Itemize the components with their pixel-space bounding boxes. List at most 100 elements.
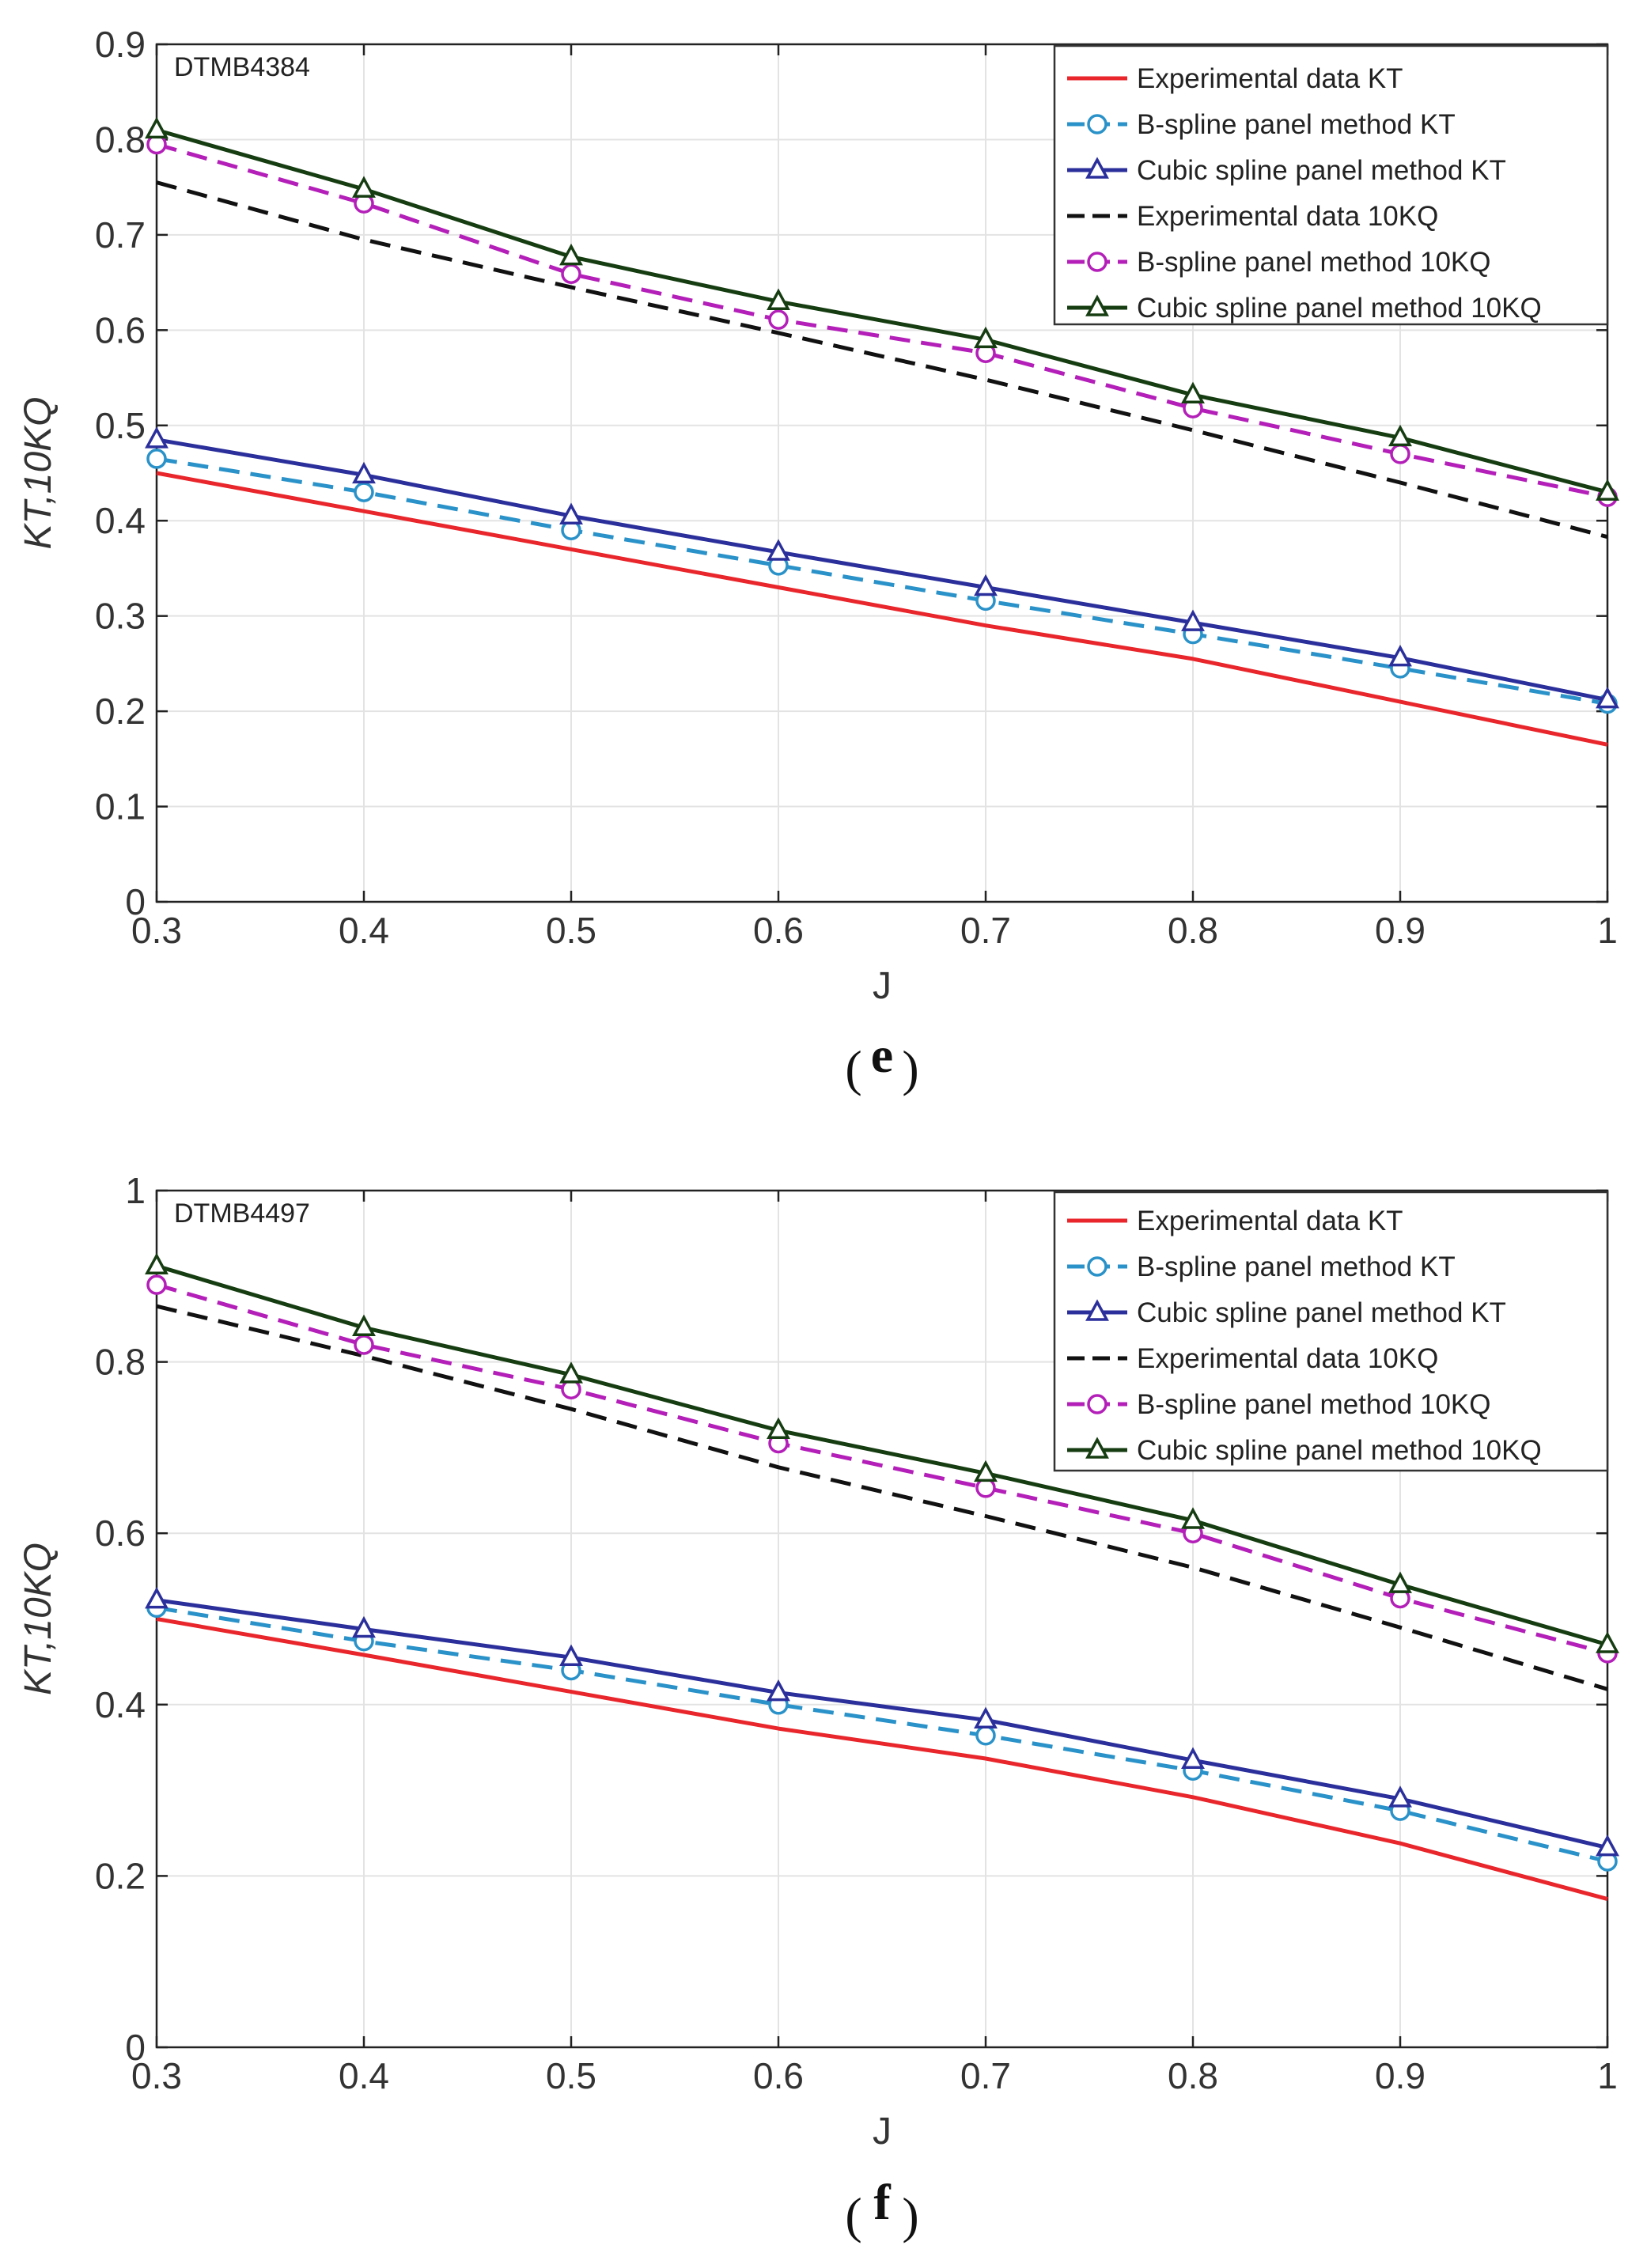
- legend-label: Experimental data 10KQ: [1137, 1343, 1438, 1374]
- legend-label: Cubic spline panel method KT: [1137, 155, 1506, 186]
- series-3: [145, 426, 1619, 709]
- x-tick-label: 0.7: [960, 910, 1011, 951]
- chart-dtmb4497: 0.3 0.4 0.5 0.6 0.7 0.8 0.9 1 0 0.2 0.4 0.6 0.8 1 J KT,…: [17, 1170, 1619, 2243]
- triangle-marker: [352, 461, 376, 484]
- panel-label: f: [873, 2174, 891, 2230]
- caption-close-paren: ): [902, 1040, 918, 1096]
- circle-marker: [146, 1274, 167, 1295]
- x-tick-label: 0.9: [1375, 2055, 1426, 2096]
- triangle-marker: [767, 288, 790, 310]
- triangle-marker: [352, 1615, 376, 1638]
- legend-box: [1053, 44, 1609, 326]
- triangle-marker: [767, 1417, 790, 1439]
- series-line: [156, 1304, 1608, 1691]
- y-tick-label: 0.2: [95, 1855, 146, 1896]
- triangle-marker: [559, 1361, 583, 1384]
- caption-close-paren: ): [902, 2187, 918, 2243]
- triangle-marker: [1085, 157, 1109, 179]
- series-line: [156, 1598, 1608, 1850]
- x-axis-label: J: [873, 2111, 892, 2153]
- triangle-marker: [1085, 1437, 1109, 1459]
- triangle-marker: [1181, 381, 1205, 403]
- x-tick-label: 0.8: [1168, 2055, 1218, 2096]
- x-tick-label: 0.9: [1375, 910, 1426, 951]
- y-tick-label: 0.5: [95, 405, 146, 446]
- circle-marker: [1087, 1394, 1107, 1414]
- triangle-marker: [145, 116, 168, 139]
- y-tick-label: 0.8: [95, 119, 146, 160]
- triangle-marker: [974, 1706, 998, 1729]
- series-line: [156, 437, 1608, 702]
- circle-marker: [354, 482, 374, 502]
- x-tick-label: 1: [1597, 910, 1618, 951]
- circle-marker: [1390, 444, 1410, 464]
- x-tick-label: 0.7: [960, 2055, 1011, 2096]
- circle-marker: [1087, 1256, 1107, 1277]
- legend: Experimental data KT B-spline panel metho…: [1053, 1191, 1609, 1472]
- series-line: [156, 1282, 1608, 1656]
- triangle-marker: [559, 243, 583, 266]
- circle-marker: [1087, 252, 1107, 272]
- triangle-marker: [352, 176, 376, 198]
- series-line: [156, 180, 1608, 540]
- panel-label: e: [871, 1027, 893, 1083]
- legend-label: Experimental data KT: [1137, 1206, 1403, 1236]
- triangle-marker: [145, 1587, 168, 1609]
- triangle-marker: [559, 502, 583, 524]
- series-line: [156, 127, 1608, 494]
- y-tick-label: 0.1: [95, 786, 146, 827]
- triangle-marker: [1596, 1631, 1619, 1653]
- chart-dtmb4384: 0.3 0.4 0.5 0.6 0.7 0.8 0.9 1 0 0.1 0.2 0.3 0.4 0.5 0.…: [17, 24, 1619, 1096]
- y-tick-label: 0.2: [95, 691, 146, 732]
- legend-label: B-spline panel method 10KQ: [1137, 247, 1491, 278]
- triangle-marker: [974, 1460, 998, 1482]
- triangle-marker: [1596, 1834, 1619, 1857]
- x-tick-label: 1: [1597, 2055, 1618, 2096]
- triangle-marker: [1181, 1747, 1205, 1769]
- y-tick-label: 0.7: [95, 214, 146, 256]
- triangle-marker: [767, 539, 790, 561]
- circle-marker: [354, 1335, 374, 1355]
- triangle-marker: [1596, 479, 1619, 501]
- circle-marker: [975, 1725, 996, 1746]
- triangle-marker: [974, 574, 998, 596]
- triangle-marker: [1388, 1571, 1412, 1593]
- y-axis-label: KT,10KQ: [17, 1543, 59, 1695]
- triangle-marker: [1596, 687, 1619, 709]
- x-tick-label: 0.4: [339, 2055, 389, 2096]
- caption-open-paren: (: [845, 1040, 861, 1096]
- triangle-marker: [974, 326, 998, 349]
- x-tick-label: 0.5: [546, 2055, 596, 2096]
- triangle-marker: [145, 1252, 168, 1275]
- x-tick-label: 0.6: [753, 2055, 804, 2096]
- x-axis-label: J: [873, 965, 892, 1007]
- legend-label: B-spline panel method KT: [1137, 109, 1456, 140]
- legend-label: Experimental data KT: [1137, 63, 1403, 94]
- y-tick-label: 0.6: [95, 1513, 146, 1554]
- triangle-marker: [1388, 645, 1412, 667]
- series-line: [156, 142, 1608, 499]
- circle-marker: [1087, 114, 1107, 134]
- y-tick-label: 0.8: [95, 1342, 146, 1383]
- x-tick-label: 0.5: [546, 910, 596, 951]
- y-tick-label: 0: [125, 881, 146, 922]
- triangle-marker: [352, 1314, 376, 1337]
- triangle-marker: [1181, 1507, 1205, 1529]
- series-line: [156, 1263, 1608, 1647]
- legend-label: B-spline panel method KT: [1137, 1251, 1456, 1282]
- triangle-marker: [145, 426, 168, 449]
- x-tick-label: 0.6: [753, 910, 804, 951]
- series-6: [145, 1252, 1619, 1653]
- y-tick-label: 0.9: [95, 24, 146, 65]
- legend: Experimental data KT B-spline panel metho…: [1053, 44, 1609, 326]
- triangle-marker: [1085, 1299, 1109, 1321]
- series-4: [156, 1304, 1608, 1691]
- y-tick-label: 1: [125, 1170, 146, 1211]
- y-axis-label: KT,10KQ: [17, 396, 59, 549]
- series-3: [145, 1587, 1619, 1857]
- propeller-annotation: DTMB4384: [174, 52, 310, 82]
- propeller-annotation: DTMB4497: [174, 1198, 310, 1229]
- x-tick-label: 0.4: [339, 910, 389, 951]
- triangle-marker: [559, 1644, 583, 1666]
